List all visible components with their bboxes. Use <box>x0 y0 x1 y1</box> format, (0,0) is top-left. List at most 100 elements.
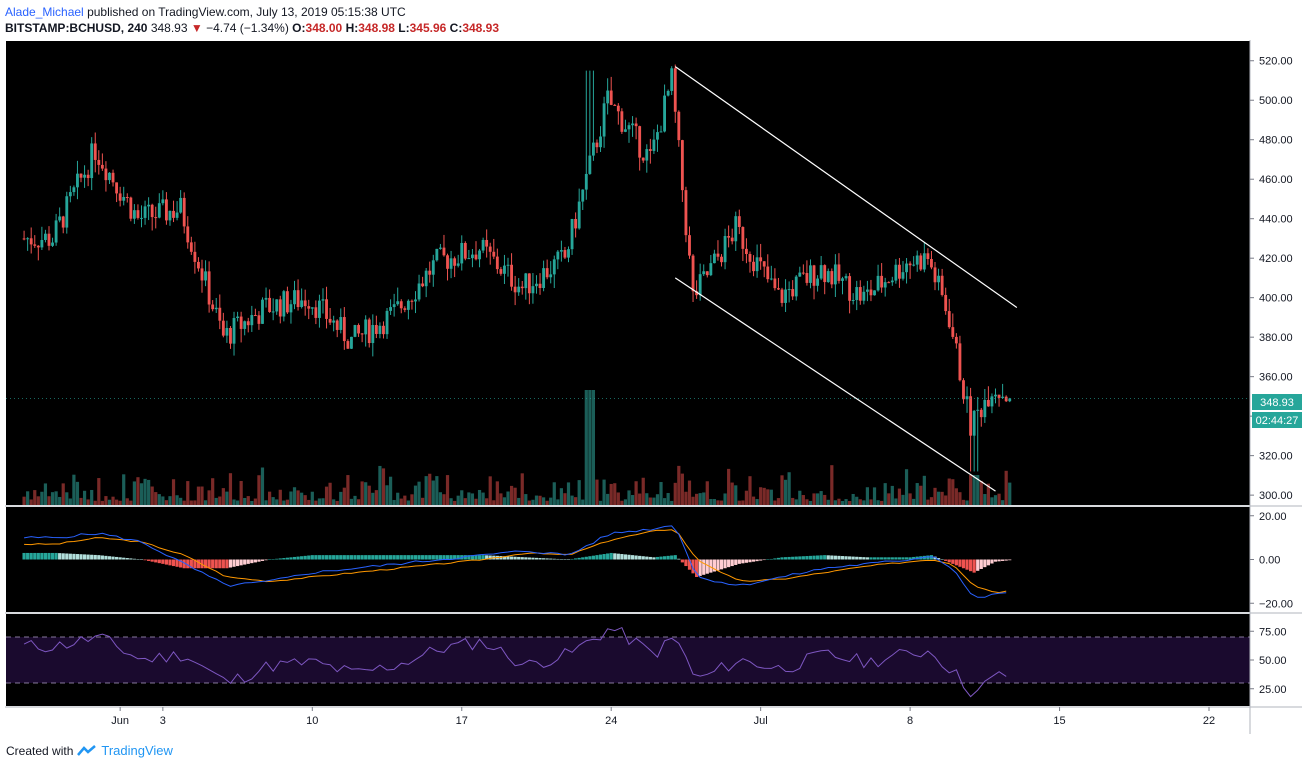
candle-body <box>182 197 186 227</box>
candle-body <box>581 189 585 202</box>
volume-bar <box>556 499 560 505</box>
candle-body <box>723 236 727 263</box>
tradingview-brand-link[interactable]: TradingView <box>101 743 173 758</box>
candle-body <box>773 278 777 289</box>
candle-body <box>898 264 901 279</box>
channel-upper-line[interactable] <box>674 66 1018 309</box>
macd-histogram-bar <box>396 555 400 560</box>
author-link[interactable]: Alade_Michael <box>5 5 84 19</box>
volume-bar <box>968 475 973 505</box>
volume-bar <box>570 495 574 505</box>
candle-body <box>702 271 706 275</box>
volume-bar <box>691 496 695 505</box>
candle-body <box>933 267 937 283</box>
candle-body <box>769 278 773 280</box>
macd-histogram-bar <box>791 556 795 560</box>
macd-histogram-bar <box>381 555 386 560</box>
volume-bar <box>549 497 553 505</box>
close-label: C: <box>449 21 463 35</box>
candle-body <box>969 396 973 436</box>
volume-bar <box>268 491 272 505</box>
volume-bar <box>90 489 94 505</box>
macd-histogram-bar <box>324 555 329 560</box>
macd-histogram-bar <box>751 559 756 562</box>
volume-bar <box>744 490 749 505</box>
channel-lower-line[interactable] <box>674 277 996 492</box>
candle-body <box>670 68 674 91</box>
candle-body <box>972 410 976 436</box>
macd-histogram-bar <box>748 559 752 563</box>
macd-panel[interactable] <box>6 507 1250 612</box>
volume-bar <box>82 490 87 505</box>
macd-histogram-bar <box>282 558 286 560</box>
macd-histogram-bar <box>823 555 827 560</box>
macd-histogram-bar <box>680 559 684 563</box>
macd-histogram-bar <box>727 559 731 568</box>
rsi-panel[interactable] <box>6 614 1250 706</box>
macd-histogram-bar <box>449 555 453 560</box>
macd-histogram-bar <box>801 556 805 560</box>
macd-histogram-bar <box>723 559 727 569</box>
volume-bar <box>805 499 809 505</box>
footer: Created with TradingView <box>6 743 173 758</box>
volume-bar <box>787 472 791 505</box>
macd-histogram-bar <box>463 555 467 560</box>
volume-bar <box>292 487 297 505</box>
macd-histogram-bar <box>250 559 254 564</box>
macd-histogram-bar <box>670 555 674 560</box>
volume-bar <box>107 499 112 505</box>
macd-histogram-bar <box>976 559 980 571</box>
macd-histogram-bar <box>392 555 396 560</box>
candle-body <box>164 199 168 221</box>
candle-body <box>385 310 389 335</box>
macd-histogram-bar <box>645 556 649 560</box>
candle-body <box>403 308 407 310</box>
candle-body <box>577 201 581 229</box>
candle-body <box>698 274 702 296</box>
last-price-badge: 348.93 <box>1260 397 1294 409</box>
volume-bar <box>627 490 631 505</box>
volume-bar <box>527 500 531 505</box>
volume-bar <box>303 495 307 505</box>
low-value: 345.96 <box>409 21 447 35</box>
volume-bar <box>591 390 596 505</box>
volume-bar <box>161 496 165 505</box>
macd-histogram-bar <box>549 558 553 560</box>
volume-bar <box>819 491 823 505</box>
volume-bar <box>716 500 720 505</box>
volume-bar <box>132 481 136 505</box>
candle-body <box>567 249 570 258</box>
volume-bar <box>485 498 489 505</box>
candle-body <box>125 197 129 199</box>
candle-body <box>545 268 549 278</box>
macd-histogram-bar <box>687 559 692 570</box>
volume-bar <box>349 498 354 505</box>
volume-bar <box>730 482 734 505</box>
candle-body <box>976 409 980 411</box>
volume-bar <box>218 496 222 505</box>
candle-body <box>944 294 948 312</box>
price-panel[interactable] <box>6 41 1250 505</box>
macd-histogram-bar <box>983 559 987 568</box>
candle-body <box>310 307 314 309</box>
volume-bar <box>100 500 104 505</box>
candle-body <box>673 68 677 112</box>
volume-bar <box>332 499 336 505</box>
macd-histogram-bar <box>307 555 311 560</box>
volume-bar <box>606 493 610 505</box>
candle-body <box>947 311 951 328</box>
candle-body <box>869 289 873 296</box>
candle-body <box>79 173 83 178</box>
candle-body <box>784 289 787 303</box>
macd-histogram-bar <box>474 555 478 560</box>
candle-body <box>229 327 232 344</box>
macd-histogram-bar <box>75 554 80 560</box>
candle-body <box>438 247 442 249</box>
macd-histogram-bar <box>602 554 606 560</box>
volume-bar <box>880 500 884 505</box>
candle-body <box>542 268 546 289</box>
volume-bar <box>182 500 186 505</box>
candle-body <box>744 248 748 254</box>
volume-bar <box>79 497 83 505</box>
